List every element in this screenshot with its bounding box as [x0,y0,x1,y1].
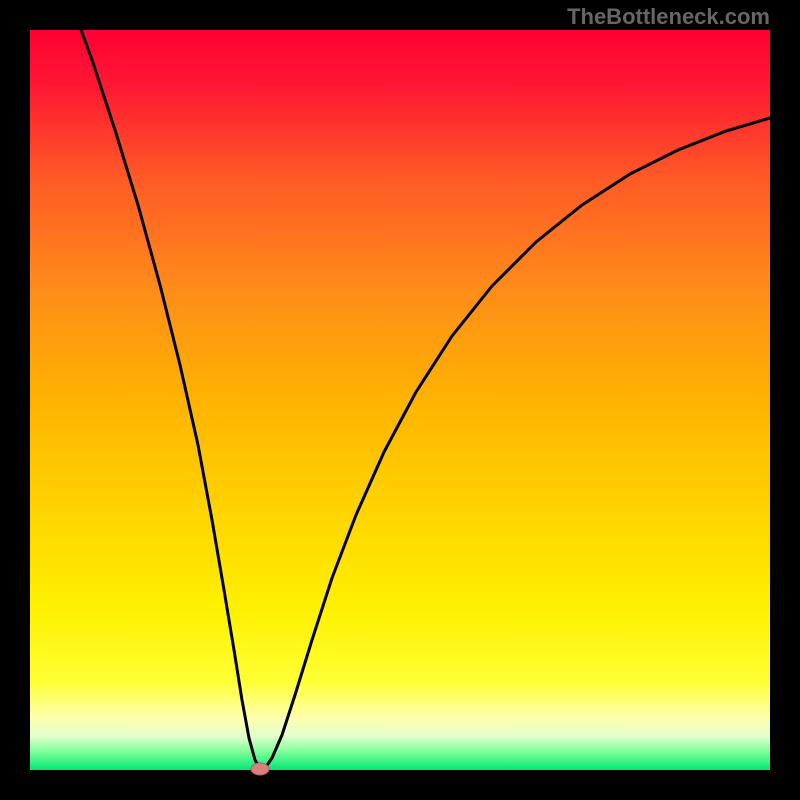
chart-canvas: TheBottleneck.com [0,0,800,800]
watermark-text: TheBottleneck.com [567,4,770,30]
plot-gradient-area [30,30,770,770]
